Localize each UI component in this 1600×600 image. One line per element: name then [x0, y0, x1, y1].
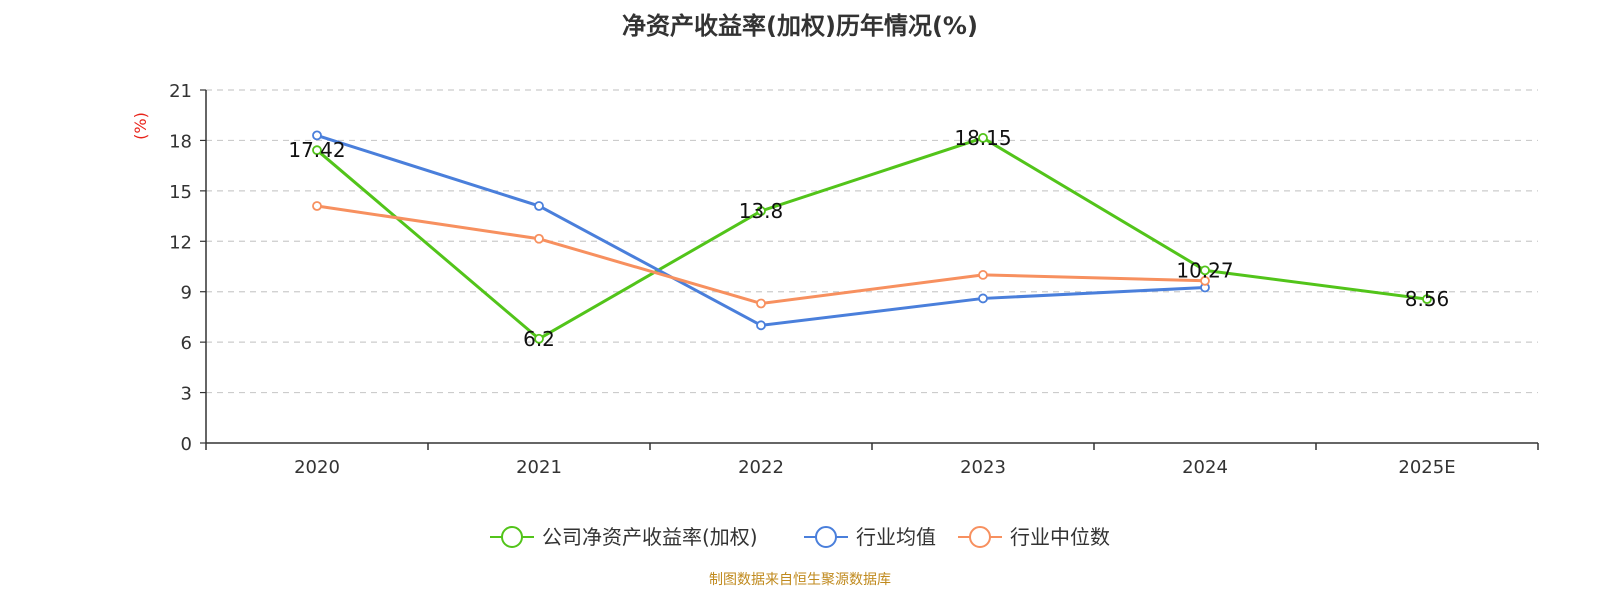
series-line-1 [316, 133, 1206, 327]
data-label: 10.27 [1176, 258, 1233, 282]
legend-item-1: 行业均值 [804, 525, 936, 549]
legend-label: 公司净资产收益率(加权) [542, 525, 758, 549]
data-point [312, 130, 322, 141]
x-tick-label: 2023 [960, 457, 1006, 478]
y-axis-title: (%) [131, 112, 150, 140]
series-line-0 [316, 136, 1428, 341]
y-tick-label: 3 [181, 384, 192, 405]
source-note: 制图数据来自恒生聚源数据库 [709, 572, 891, 588]
x-tick-label: 2025E [1398, 457, 1455, 478]
y-tick-label: 12 [169, 232, 192, 253]
series-0 [312, 133, 1432, 344]
data-point [534, 233, 544, 244]
data-point [1200, 275, 1210, 286]
series-lines [312, 130, 1432, 344]
x-tick-label: 2022 [738, 457, 784, 478]
chart-title: 净资产收益率(加权)历年情况(%) [622, 12, 978, 40]
data-point [1200, 265, 1210, 276]
legend-marker [969, 526, 991, 548]
data-point [756, 320, 766, 331]
x-tick-label: 2024 [1182, 457, 1228, 478]
legend-marker [501, 526, 523, 548]
data-labels: 17.42 6.2 13.8 18.15 10.27 8.56 [288, 126, 1449, 351]
data-point [978, 293, 988, 304]
y-tick-label: 15 [169, 182, 192, 203]
data-point [978, 270, 988, 280]
y-tick-label: 9 [181, 283, 192, 304]
legend: 公司净资产收益率(加权) 行业均值 行业中位数 [490, 525, 1110, 549]
legend-label: 行业中位数 [1010, 525, 1110, 549]
y-tick-label: 18 [169, 131, 192, 152]
data-point [534, 201, 544, 211]
data-point [534, 333, 544, 344]
data-label: 17.42 [288, 138, 345, 162]
data-label: 8.56 [1405, 287, 1450, 311]
legend-label: 行业均值 [856, 525, 936, 549]
data-label: 18.15 [954, 126, 1011, 150]
y-tick-label: 21 [169, 81, 192, 102]
data-point [756, 206, 766, 216]
legend-marker [815, 526, 837, 548]
y-tick-label: 0 [181, 434, 192, 455]
data-label: 13.8 [739, 199, 784, 223]
data-point [756, 298, 766, 309]
data-point [312, 145, 322, 156]
legend-item-0: 公司净资产收益率(加权) [490, 525, 758, 549]
legend-item-2: 行业中位数 [958, 525, 1110, 549]
y-tick-label: 6 [181, 333, 192, 354]
data-label: 6.2 [523, 327, 555, 351]
data-point [978, 133, 988, 143]
data-point [312, 201, 322, 211]
series-1 [312, 130, 1210, 331]
series-2 [312, 201, 1210, 309]
axes: 0 3 6 9 12 15 18 21 2020 2021 2022 2023 2024 2025E [169, 81, 1539, 478]
x-tick-label: 2021 [516, 457, 562, 478]
grid-lines [206, 89, 1538, 394]
x-tick-label: 2020 [294, 457, 340, 478]
data-point [1422, 294, 1432, 305]
